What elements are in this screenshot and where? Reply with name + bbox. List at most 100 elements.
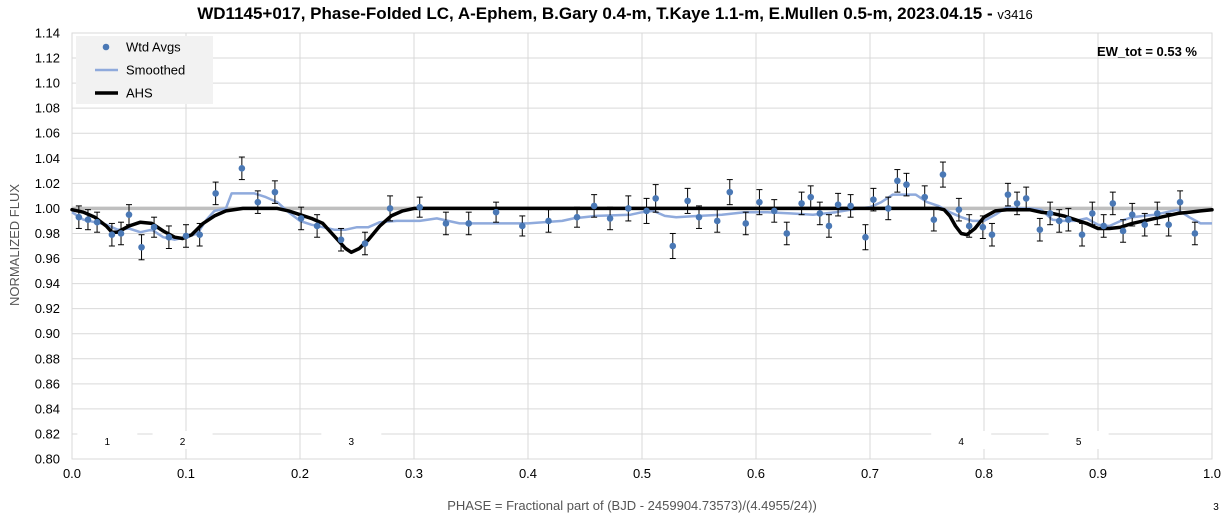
point-marker <box>643 207 650 215</box>
y-tick-label: 0.82 <box>35 426 60 441</box>
point-marker <box>138 243 145 251</box>
legend-marker-points <box>102 43 110 51</box>
data-point <box>1078 222 1086 247</box>
ahs-line <box>70 206 1214 255</box>
data-point <box>1065 207 1072 232</box>
data-point <box>625 195 632 222</box>
point-marker <box>254 198 262 206</box>
data-point <box>150 216 158 238</box>
point-marker <box>807 193 815 201</box>
data-point <box>545 209 552 233</box>
data-point <box>1022 186 1030 211</box>
data-point <box>695 205 703 229</box>
x-tick-label: 0.1 <box>177 466 195 481</box>
data-point <box>921 185 929 209</box>
data-point <box>713 209 721 233</box>
data-point <box>1013 191 1021 216</box>
point-marker <box>979 223 987 231</box>
point-marker <box>798 200 805 207</box>
plot-area <box>71 32 1213 460</box>
y-tick-label: 0.80 <box>35 452 60 467</box>
dip-labels: 1 2 3 4 5 <box>77 431 1109 449</box>
chart-title-text: WD1145+017, Phase-Folded LC, A-Ephem, B.… <box>197 4 993 23</box>
point-marker <box>652 195 659 202</box>
point-marker <box>756 198 763 206</box>
data-point <box>606 206 614 231</box>
point-marker <box>1046 210 1054 217</box>
x-tick-label: 0.5 <box>633 466 651 481</box>
data-point <box>1153 201 1161 226</box>
dip-label: 1 <box>105 437 111 448</box>
y-tick-label: 1.00 <box>35 201 60 216</box>
data-point <box>465 211 473 236</box>
data-point <box>783 221 791 246</box>
legend-label: AHS <box>126 86 153 101</box>
y-tick-label: 0.86 <box>35 376 60 391</box>
point-marker <box>1128 211 1136 218</box>
point-marker <box>165 233 173 241</box>
y-axis-title: NORMALIZED FLUX <box>7 184 22 306</box>
point-marker <box>1036 226 1044 234</box>
data-point <box>1128 202 1136 227</box>
data-point <box>1055 209 1063 233</box>
data-point <box>337 227 345 252</box>
point-marker <box>903 181 910 188</box>
point-marker <box>1176 198 1184 206</box>
corner-note: 3 <box>1213 502 1219 513</box>
data-point <box>798 191 805 216</box>
data-point <box>84 209 92 231</box>
data-point <box>238 156 246 181</box>
point-marker <box>955 206 963 213</box>
point-marker <box>713 217 721 225</box>
point-marker <box>75 213 83 221</box>
point-marker <box>783 230 791 237</box>
data-point <box>108 222 116 247</box>
point-marker <box>870 196 877 203</box>
data-point <box>955 197 963 222</box>
point-marker <box>416 203 424 211</box>
point-marker <box>1100 222 1107 230</box>
point-marker <box>965 222 973 230</box>
point-marker <box>1153 210 1161 217</box>
point-marker <box>939 171 947 178</box>
point-marker <box>921 193 929 201</box>
point-marker <box>125 211 133 218</box>
point-marker <box>545 217 552 225</box>
point-marker <box>726 188 734 196</box>
point-marker <box>150 223 158 231</box>
data-point <box>492 201 500 223</box>
data-point <box>930 207 938 232</box>
data-point <box>93 211 101 233</box>
data-point <box>196 222 203 247</box>
dip-label-bg <box>321 431 382 449</box>
point-marker <box>1078 231 1086 239</box>
point-marker <box>93 218 101 226</box>
data-point <box>573 206 581 228</box>
legend: Wtd Avgs Smoothed AHS <box>76 36 213 104</box>
point-marker <box>1089 210 1096 217</box>
data-point <box>834 192 842 217</box>
point-marker <box>271 188 279 196</box>
data-point <box>125 204 133 226</box>
data-point <box>825 214 833 238</box>
data-point <box>643 197 650 224</box>
point-marker <box>669 242 677 250</box>
y-tick-label: 1.08 <box>35 101 60 116</box>
chart-title: WD1145+017, Phase-Folded LC, A-Ephem, B.… <box>0 4 1230 24</box>
data-point <box>165 225 173 250</box>
point-marker <box>212 190 219 197</box>
smoothed-series <box>71 192 1212 241</box>
data-point <box>742 211 750 236</box>
point-marker <box>1065 216 1072 223</box>
point-marker <box>196 231 203 239</box>
point-marker <box>297 215 305 222</box>
point-marker <box>825 222 833 230</box>
y-tick-label: 0.92 <box>35 301 60 316</box>
data-point <box>212 181 219 206</box>
point-marker <box>816 210 824 217</box>
point-marker <box>1013 200 1021 207</box>
data-point <box>313 214 321 238</box>
x-tick-label: 0.7 <box>861 466 879 481</box>
point-marker <box>442 220 450 227</box>
data-point <box>684 187 691 214</box>
